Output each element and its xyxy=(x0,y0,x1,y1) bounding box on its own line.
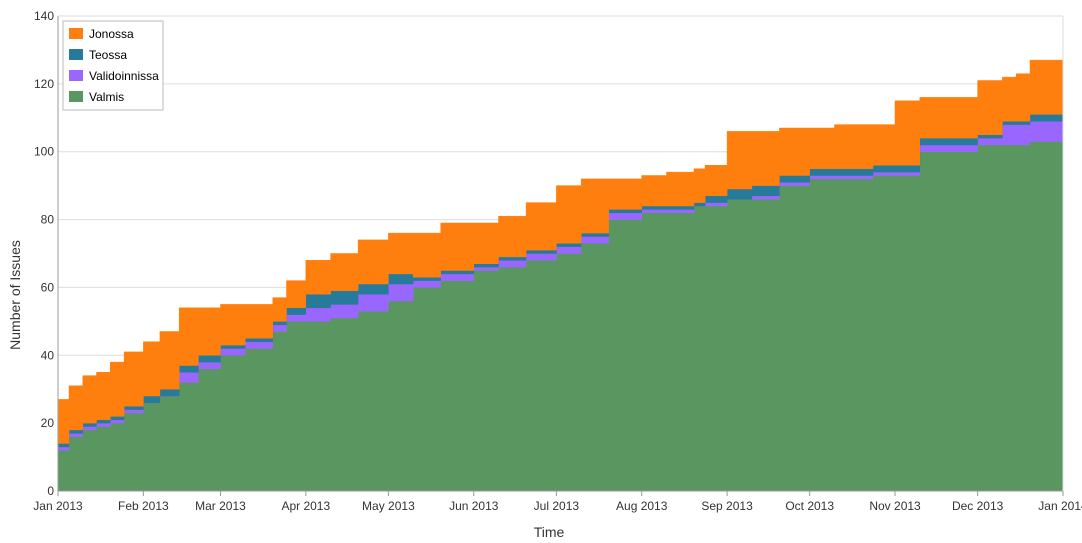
y-tick-label: 20 xyxy=(41,416,55,430)
area-jonossa xyxy=(57,33,1064,444)
y-tick-label: 0 xyxy=(47,484,54,498)
x-tick-label: Apr 2013 xyxy=(281,499,330,513)
legend-label: Valmis xyxy=(89,90,124,104)
x-tick-label: Nov 2013 xyxy=(869,499,921,513)
x-axis-title: Time xyxy=(534,524,565,540)
stacked-areas xyxy=(57,33,1064,492)
x-tick-label: Mar 2013 xyxy=(195,499,246,513)
legend: Jonossa Teossa Validoinnissa Valmis xyxy=(62,20,164,111)
y-tick-label: 60 xyxy=(41,280,55,294)
y-tick-label: 120 xyxy=(34,77,54,91)
legend-label: Jonossa xyxy=(89,27,134,41)
x-tick-label: Oct 2013 xyxy=(785,499,834,513)
y-axis-title: Number of Issues xyxy=(7,240,23,350)
y-axis-ticks: 0 20 40 60 80 100 120 140 xyxy=(34,9,54,498)
y-tick-label: 80 xyxy=(41,213,55,227)
legend-swatch xyxy=(69,28,83,39)
x-tick-label: Sep 2013 xyxy=(701,499,753,513)
x-tick-label: Jun 2013 xyxy=(449,499,499,513)
x-tick-label: Feb 2013 xyxy=(118,499,169,513)
x-axis-ticks: Jan 2013 Feb 2013 Mar 2013 Apr 2013 May 2013… xyxy=(33,491,1082,513)
legend-swatch xyxy=(69,91,83,102)
x-tick-label: May 2013 xyxy=(362,499,415,513)
y-tick-label: 40 xyxy=(41,348,55,362)
legend-label: Teossa xyxy=(89,48,127,62)
x-tick-label: Aug 2013 xyxy=(616,499,668,513)
y-tick-label: 100 xyxy=(34,145,54,159)
y-tick-label: 140 xyxy=(34,9,54,23)
x-tick-label: Jan 2013 xyxy=(33,499,83,513)
legend-swatch xyxy=(69,49,83,60)
legend-swatch xyxy=(69,70,83,81)
legend-label: Validoinnissa xyxy=(89,69,159,83)
x-tick-label: Dec 2013 xyxy=(952,499,1004,513)
x-tick-label: Jul 2013 xyxy=(534,499,580,513)
